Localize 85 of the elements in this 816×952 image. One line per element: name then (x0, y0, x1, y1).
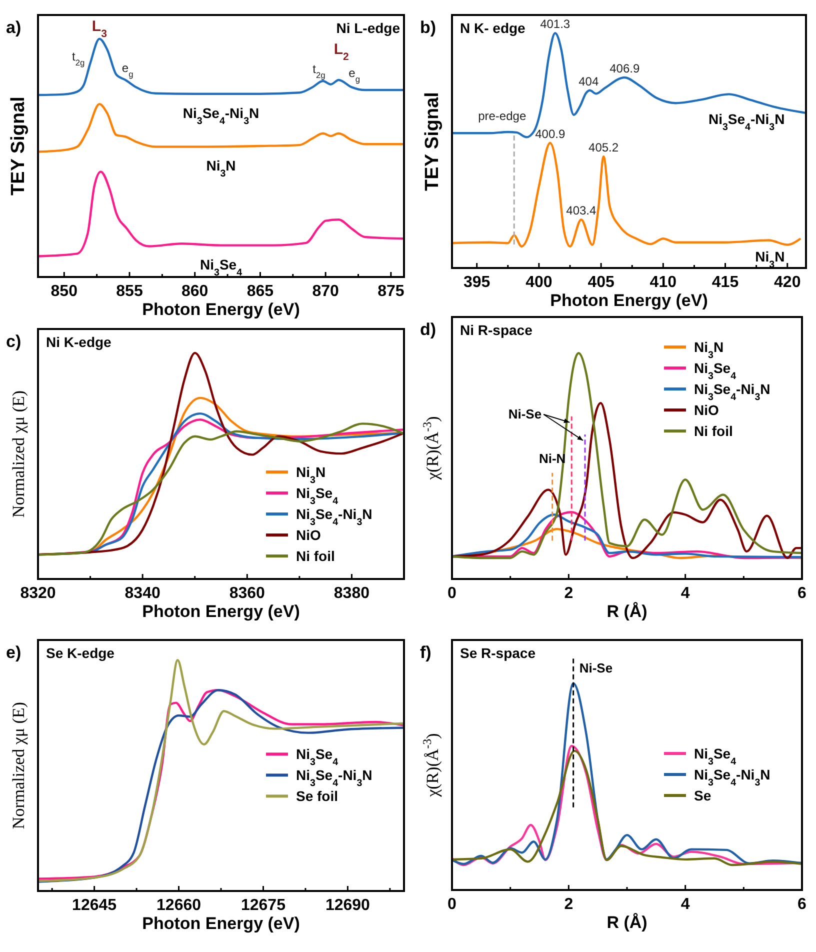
text: Ni K-edge (46, 334, 112, 350)
x-tick-label: 8380 (334, 585, 370, 602)
x-tick-label: 2 (564, 585, 574, 602)
x-tick-label: 855 (116, 283, 143, 300)
x-tick-label: 6 (798, 896, 807, 913)
legend-label: NiO (694, 402, 719, 418)
annotation: 403.4 (566, 204, 597, 218)
legend-label: Ni$_{3}$Se$_{4}$ (694, 746, 737, 767)
y-axis-title: Normalized χμ (E) (9, 390, 28, 518)
annotation: 405.2 (588, 140, 619, 154)
x-tick-label: 405 (588, 274, 614, 291)
x-tick-label: 410 (650, 274, 677, 291)
y-axis-title: TEY Signal (8, 96, 29, 196)
y-axis-title: Normalized χμ (E) (9, 702, 28, 830)
annotation: L$_{3}$ (92, 18, 108, 40)
legend-label: Ni$_{3}$N (694, 339, 724, 360)
legend-label: Ni foil (694, 423, 733, 439)
legend-label: Ni$_{3}$Se$_{4}$-Ni$_{3}$N (296, 506, 372, 528)
legend-label: Ni$_{3}$Se$_{4}$ (694, 360, 737, 382)
annotation: Se K-edge (46, 645, 115, 661)
x-tick-label: 415 (712, 274, 739, 291)
x-tick-label: 0 (448, 896, 457, 913)
y-axis-title: TEY Signal (422, 92, 443, 191)
legend-label: Se (694, 788, 712, 804)
x-axis-title: R (Å) (606, 602, 648, 621)
legend-label: Ni$_{3}$Se$_{4}$ (296, 485, 339, 506)
x-tick-label: 4 (680, 896, 690, 913)
x-tick-label: 8340 (124, 585, 160, 602)
x-tick-label: 6 (798, 585, 807, 602)
annotation: t$_{2g}$ (312, 62, 326, 80)
annotation: e$_{g}$ (348, 66, 360, 84)
legend-label: Ni$_{3}$Se$_{4}$-Ni$_{3}$N (694, 766, 770, 788)
x-axis-title: R (Å) (606, 913, 648, 932)
annotation: 400.9 (535, 127, 566, 142)
legend-label: Ni foil (296, 548, 335, 564)
x-tick-label: 2 (564, 896, 574, 913)
annotation: t$_{2g}$ (72, 50, 85, 68)
legend-label: Ni$_{3}$Se$_{4}$-Ni$_{3}$N (694, 381, 770, 402)
series-label: Ni$_{3}$Se$_{4}$-Ni$_{3}$N (182, 104, 260, 126)
legend-label: Se foil (296, 788, 338, 804)
x-tick-label: 4 (680, 585, 690, 602)
chart-title: d) (420, 320, 436, 339)
annotation: N K- edge (460, 20, 526, 36)
chart-title: b) (420, 18, 436, 37)
legend-label: NiO (296, 527, 321, 543)
series-label: Ni$_{3}$Se$_{4}$-Ni$_{3}$N (708, 111, 785, 133)
legend-label: Ni$_{3}$N (296, 464, 326, 486)
chart-title: e) (6, 643, 22, 662)
annotation: 406.9 (610, 61, 640, 76)
x-tick-label: 400 (526, 274, 552, 291)
x-axis-title: Photon Energy (eV) (550, 291, 708, 310)
chart-title: f) (420, 643, 432, 662)
x-tick-label: 12645 (72, 897, 117, 914)
x-axis-title: Photon Energy (eV) (142, 300, 300, 319)
series-label: Ni$_{3}$Se$_{4}$ (200, 256, 243, 278)
text: Ni L-edge (336, 20, 400, 36)
x-tick-label: 420 (774, 274, 801, 291)
annotation: e$_{g}$ (122, 61, 134, 80)
x-tick-label: 12660 (156, 897, 202, 914)
annotation: L$_{2}$ (334, 41, 349, 64)
x-tick-label: 865 (246, 283, 274, 300)
ref-line-label: Ni-Se (508, 406, 542, 422)
series-label: Ni$_{3}$N (206, 158, 236, 180)
chart-title: c) (6, 332, 22, 351)
x-tick-label: 8320 (20, 585, 56, 602)
x-axis-title: Photon Energy (eV) (142, 602, 300, 621)
x-tick-label: 860 (182, 283, 208, 300)
legend-label: Ni$_{3}$Se$_{4}$ (296, 746, 339, 768)
x-tick-label: 850 (50, 283, 78, 300)
x-tick-label: 395 (463, 274, 490, 291)
x-tick-label: 12675 (240, 897, 286, 914)
chart-title: a) (6, 18, 22, 37)
x-tick-label: 870 (312, 283, 340, 300)
legend-label: Ni$_{3}$Se$_{4}$-Ni$_{3}$N (296, 767, 372, 789)
x-tick-label: 0 (448, 585, 457, 602)
annotation: pre-edge (478, 108, 526, 123)
text: Ni R-space (460, 322, 533, 338)
x-tick-label: 875 (378, 283, 404, 300)
x-tick-label: 12690 (325, 897, 370, 914)
x-tick-label: 8360 (229, 585, 266, 602)
x-axis-title: Photon Energy (eV) (142, 914, 300, 933)
annotation: 401.3 (540, 17, 570, 32)
ref-line-label: Ni-Se (579, 660, 613, 676)
annotation: 404 (578, 74, 599, 88)
text: Se R-space (460, 645, 536, 661)
